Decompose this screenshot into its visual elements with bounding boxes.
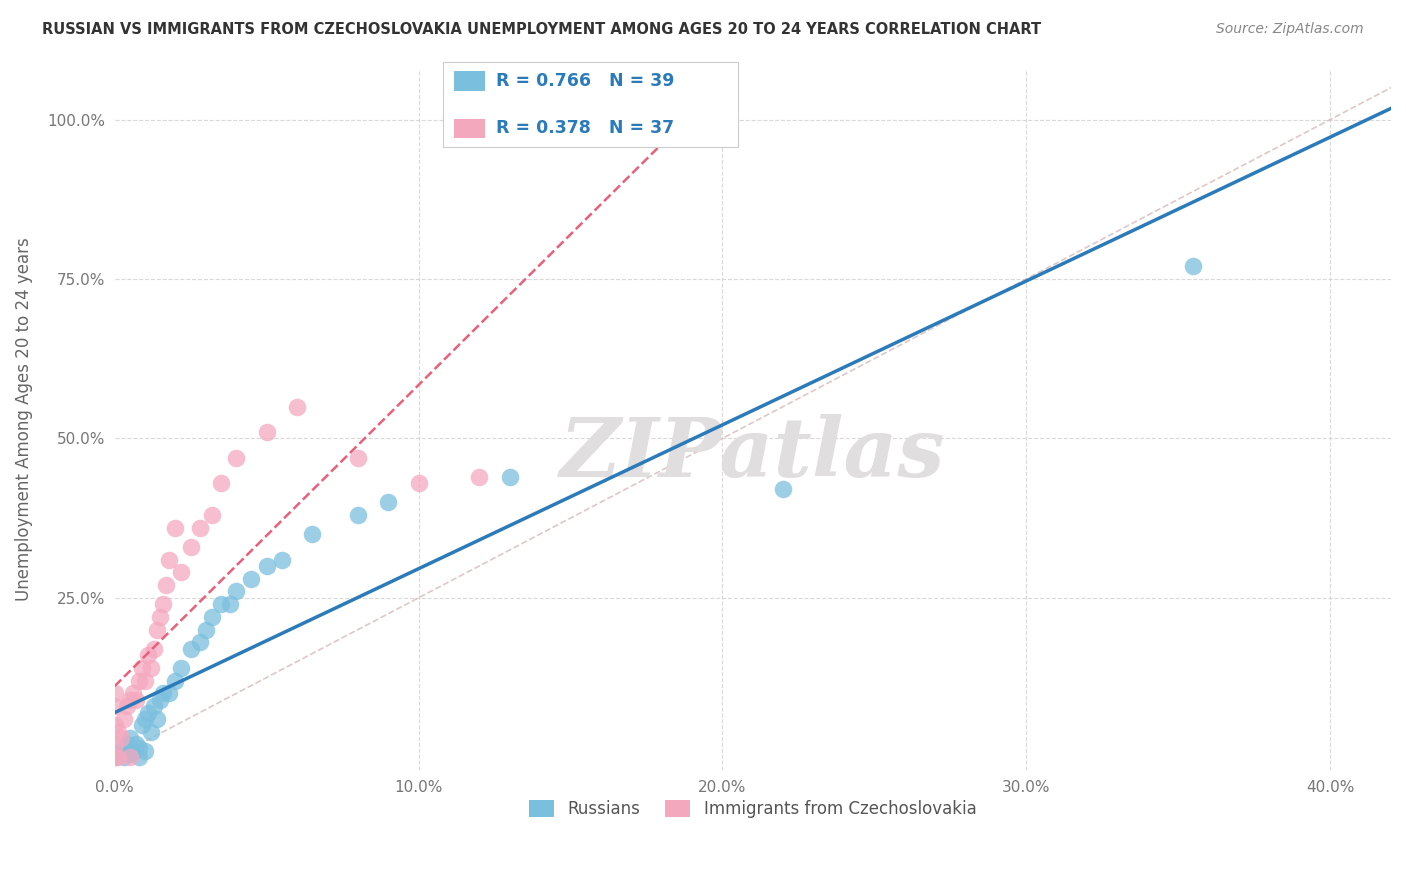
Point [104,718,127,732]
Point [225,584,247,599]
Point [104,738,127,752]
Point [194,623,217,637]
Point [165,673,187,688]
Point [104,747,127,761]
Point [225,450,247,465]
Point [139,724,162,739]
Y-axis label: Unemployment Among Ages 20 to 24 years: Unemployment Among Ages 20 to 24 years [15,237,32,601]
Point [149,693,172,707]
Point [128,673,150,688]
Point [121,744,143,758]
Point [468,469,491,483]
Point [125,693,148,707]
Point [152,597,174,611]
Point [170,661,193,675]
Point [201,610,224,624]
Point [346,450,368,465]
Point [256,425,278,439]
Point [188,521,211,535]
Point [104,750,127,764]
Text: RUSSIAN VS IMMIGRANTS FROM CZECHOSLOVAKIA UNEMPLOYMENT AMONG AGES 20 TO 24 YEARS: RUSSIAN VS IMMIGRANTS FROM CZECHOSLOVAKI… [42,22,1042,37]
Point [107,724,129,739]
Point [149,610,172,624]
Point [143,699,166,714]
Point [136,648,159,663]
Point [155,578,177,592]
Point [118,750,141,764]
Point [157,552,180,566]
Point [180,540,202,554]
Text: ZIPatlas: ZIPatlas [560,414,946,494]
Point [107,750,129,764]
Point [118,747,141,761]
Point [112,750,135,764]
Point [118,693,141,707]
Point [146,712,169,726]
Text: Source: ZipAtlas.com: Source: ZipAtlas.com [1216,22,1364,37]
Point [219,597,242,611]
Point [301,527,323,541]
Legend: Russians, Immigrants from Czechoslovakia: Russians, Immigrants from Czechoslovakia [523,793,983,825]
Point [285,400,308,414]
Point [139,661,162,675]
Point [157,686,180,700]
Point [121,686,143,700]
Point [118,731,141,745]
Point [146,623,169,637]
Point [346,508,368,522]
Point [201,508,224,522]
Point [115,699,138,714]
Point [772,483,794,497]
Point [134,712,156,726]
Point [125,738,148,752]
Point [104,686,127,700]
Point [408,476,430,491]
Point [270,552,292,566]
Text: R = 0.378   N = 37: R = 0.378 N = 37 [496,120,675,137]
Point [188,635,211,649]
Point [152,686,174,700]
Point [256,558,278,573]
Point [180,641,202,656]
Text: R = 0.766   N = 39: R = 0.766 N = 39 [496,72,675,90]
Point [112,712,135,726]
Point [143,641,166,656]
Point [240,572,263,586]
Point [499,469,522,483]
Point [377,495,399,509]
Point [104,699,127,714]
Point [110,744,132,758]
Point [115,738,138,752]
Point [110,731,132,745]
Point [170,566,193,580]
Point [131,661,153,675]
Point [1182,259,1205,273]
Point [136,706,159,720]
Point [134,673,156,688]
Point [128,750,150,764]
Point [104,750,127,764]
Point [131,718,153,732]
Point [209,476,232,491]
Point [134,744,156,758]
Point [165,521,187,535]
Point [128,740,150,755]
Point [209,597,232,611]
